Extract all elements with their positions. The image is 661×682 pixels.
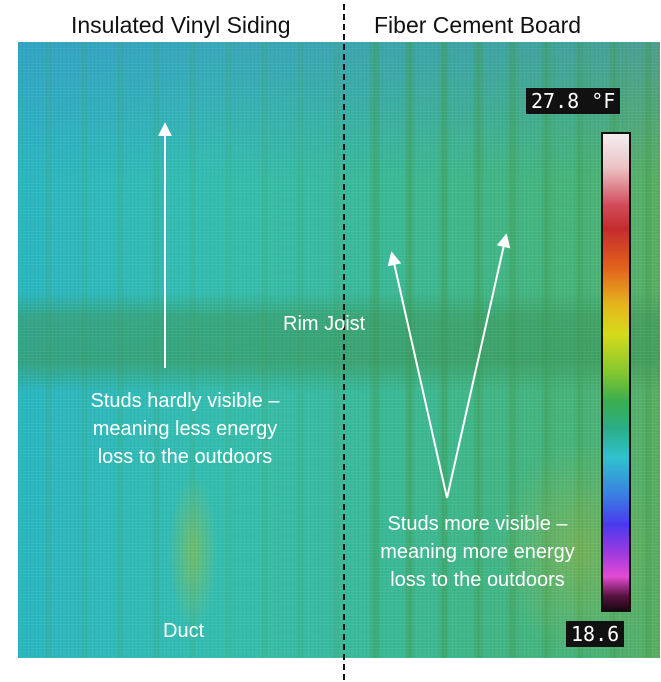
thermal-rim-joist-band bbox=[18, 292, 660, 392]
annotation-left-line-2: meaning less energy bbox=[92, 418, 278, 440]
annotation-left-line-1: Studs hardly visible – bbox=[90, 390, 280, 412]
section-divider bbox=[343, 4, 345, 680]
label-rim-joist: Rim Joist bbox=[283, 313, 366, 335]
annotation-right-line-1: Studs more visible – bbox=[387, 513, 568, 535]
annotation-right-line-2: meaning more energy bbox=[380, 541, 575, 563]
arrow-right-b bbox=[446, 233, 511, 499]
heading-fiber-cement-board: Fiber Cement Board bbox=[374, 12, 582, 38]
temperature-max-label: 27.8 °F bbox=[526, 88, 621, 114]
thermal-duct-warm-spot bbox=[168, 472, 218, 632]
thermal-noise-texture bbox=[18, 42, 660, 658]
annotation-left: Studs hardly visible – meaning less ener… bbox=[50, 387, 320, 471]
annotation-right-line-3: loss to the outdoors bbox=[390, 569, 565, 591]
arrow-right-a bbox=[387, 251, 448, 499]
temperature-min-label: 18.6 bbox=[566, 621, 625, 647]
label-duct: Duct bbox=[163, 620, 205, 642]
annotation-left-line-3: loss to the outdoors bbox=[97, 446, 273, 468]
annotation-right: Studs more visible – meaning more energy… bbox=[350, 510, 605, 594]
temperature-color-scale bbox=[601, 132, 631, 612]
heading-insulated-vinyl-siding: Insulated Vinyl Siding bbox=[71, 12, 291, 38]
